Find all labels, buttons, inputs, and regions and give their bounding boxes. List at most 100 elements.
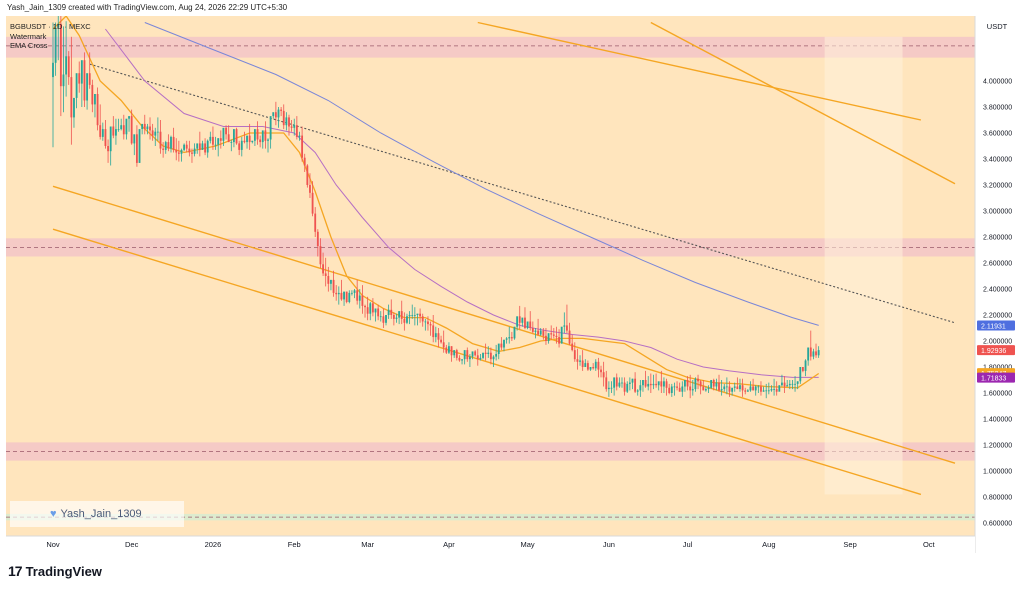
candle-body bbox=[377, 308, 380, 317]
price-tag-label: 2.11931 bbox=[981, 323, 1006, 330]
candle-body bbox=[125, 118, 128, 135]
candle-body bbox=[579, 360, 581, 362]
candle-body bbox=[319, 246, 322, 265]
candle-body bbox=[586, 363, 589, 370]
candle-body bbox=[752, 386, 755, 391]
candle-body bbox=[474, 351, 477, 356]
x-tick-label: 2026 bbox=[205, 540, 222, 549]
candle-body bbox=[500, 343, 503, 348]
descending-trendline bbox=[89, 63, 956, 324]
projection-area bbox=[824, 36, 903, 495]
candle-body bbox=[219, 138, 222, 141]
candle-body bbox=[479, 357, 482, 360]
candle-body bbox=[52, 62, 54, 78]
candle-body bbox=[684, 380, 686, 387]
candle-body bbox=[754, 386, 757, 391]
candle-body bbox=[408, 315, 411, 317]
candle-body bbox=[191, 152, 193, 154]
candle-body bbox=[62, 74, 65, 87]
candle-body bbox=[555, 335, 558, 338]
candle-body bbox=[505, 338, 508, 340]
tradingview-brand[interactable]: 17 TradingView bbox=[8, 563, 102, 579]
candle-body bbox=[167, 142, 170, 149]
candle-body bbox=[272, 112, 275, 117]
candle-body bbox=[631, 378, 634, 383]
candle-body bbox=[471, 351, 474, 357]
candle-body bbox=[786, 385, 789, 387]
candle-body bbox=[256, 129, 259, 140]
candle-body bbox=[301, 135, 304, 158]
candle-body bbox=[466, 350, 469, 360]
candle-body bbox=[170, 136, 172, 149]
y-tick-label: 3.000000 bbox=[983, 209, 1012, 216]
candle-body bbox=[602, 372, 605, 378]
candle-body bbox=[618, 382, 621, 387]
zone-band bbox=[6, 36, 975, 58]
candle-body bbox=[59, 23, 62, 87]
candle-body bbox=[86, 73, 89, 101]
candle-body bbox=[817, 350, 820, 356]
candle-body bbox=[558, 337, 560, 344]
candle-body bbox=[274, 112, 277, 118]
price-chart[interactable]: USDT 0.600000 0.800000 1.000000 1.200000 1.40… bbox=[6, 16, 1017, 553]
candle-body bbox=[201, 143, 204, 150]
candle-body bbox=[91, 84, 94, 105]
heart-icon: ♥ bbox=[50, 508, 57, 520]
candle-body bbox=[225, 127, 227, 135]
candle-body bbox=[815, 351, 817, 356]
candle-body bbox=[385, 315, 387, 323]
candle-body bbox=[445, 347, 448, 353]
candle-body bbox=[209, 136, 212, 141]
candle-body bbox=[503, 339, 505, 348]
candle-body bbox=[235, 129, 238, 144]
candle-body bbox=[159, 131, 162, 149]
candle-body bbox=[628, 382, 631, 384]
candle-body bbox=[233, 129, 235, 143]
candle-body bbox=[781, 382, 783, 386]
candle-body bbox=[448, 346, 450, 353]
candle-body bbox=[639, 385, 642, 391]
candle-body bbox=[621, 382, 623, 384]
candle-body bbox=[411, 315, 414, 316]
candle-body bbox=[154, 131, 157, 136]
price-axis-bg bbox=[975, 16, 1017, 553]
candle-body bbox=[812, 351, 815, 357]
candle-body bbox=[783, 382, 786, 387]
candle-body bbox=[796, 381, 799, 384]
y-tick-label: 2.400000 bbox=[983, 287, 1012, 294]
candle-body bbox=[78, 73, 81, 84]
candle-body bbox=[351, 292, 353, 294]
candle-body bbox=[794, 383, 796, 385]
legend-symbol[interactable]: BGBUSDT · 1D · MEXC bbox=[10, 22, 91, 31]
legend-watermark[interactable]: Watermark bbox=[10, 31, 47, 41]
candle-body bbox=[686, 380, 689, 387]
candle-body bbox=[529, 321, 532, 328]
candle-body bbox=[775, 389, 778, 392]
candle-body bbox=[120, 125, 123, 130]
channel-line bbox=[52, 228, 922, 496]
candle-body bbox=[634, 378, 637, 392]
candle-body bbox=[453, 350, 456, 356]
candle-body bbox=[382, 316, 385, 323]
candle-body bbox=[222, 127, 225, 141]
y-tick-label: 4.000000 bbox=[983, 79, 1012, 86]
candle-body bbox=[741, 385, 744, 391]
candle-body bbox=[571, 343, 574, 351]
candle-body bbox=[537, 330, 540, 335]
candle-body bbox=[804, 360, 807, 371]
candle-body bbox=[248, 135, 251, 143]
x-tick-label: Oct bbox=[923, 540, 936, 549]
legend-ema-cross[interactable]: EMA Cross bbox=[10, 41, 48, 50]
candle-body bbox=[707, 387, 710, 390]
x-tick-label: Mar bbox=[361, 540, 374, 549]
candle-body bbox=[518, 316, 521, 323]
candle-body bbox=[497, 343, 500, 354]
candle-body bbox=[484, 352, 487, 354]
candle-body bbox=[303, 157, 306, 166]
candle-body bbox=[54, 27, 57, 63]
candle-body bbox=[177, 152, 180, 154]
candle-body bbox=[594, 361, 597, 369]
y-tick-label: 3.200000 bbox=[983, 183, 1012, 190]
candle-body bbox=[545, 335, 547, 341]
candle-body bbox=[371, 303, 374, 313]
